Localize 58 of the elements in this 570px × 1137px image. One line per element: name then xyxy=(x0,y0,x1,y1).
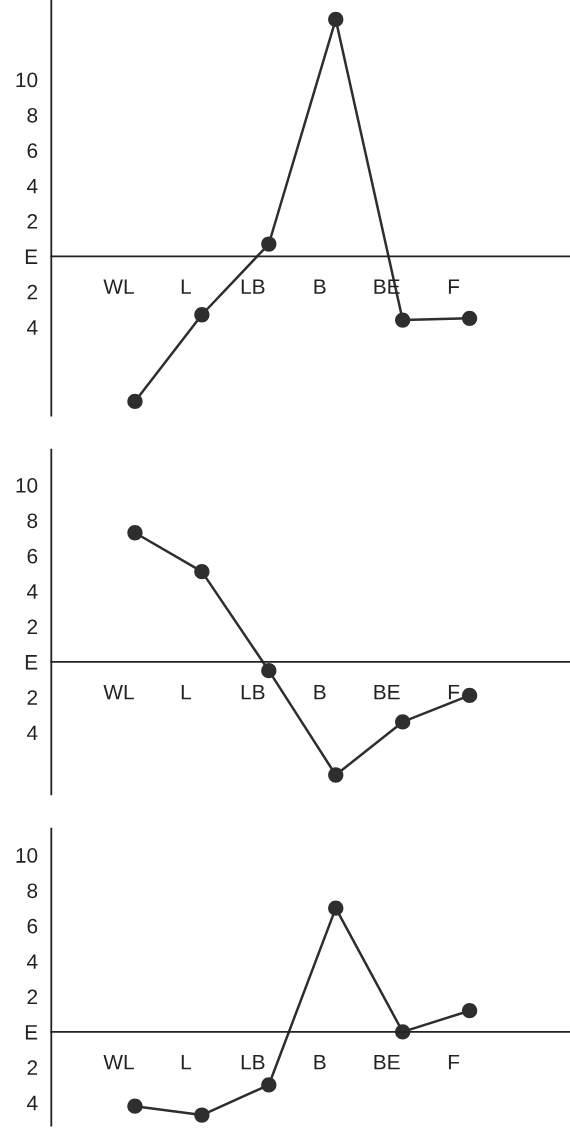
x-tick-label: F xyxy=(448,1054,460,1070)
x-tick-label: L xyxy=(181,1054,191,1070)
y-tick-label: 10 xyxy=(16,478,38,493)
x-tick-label: BE xyxy=(374,1054,400,1070)
x-tick-label: LB xyxy=(241,279,265,294)
y-tick-label: 2 xyxy=(27,1060,38,1075)
point xyxy=(127,393,143,410)
x-tick-label: BE xyxy=(374,684,400,700)
x-tick-label: WL xyxy=(103,279,134,294)
point xyxy=(194,1107,210,1123)
y-tick-label: 6 xyxy=(27,143,38,159)
point xyxy=(194,307,210,323)
x-tick-label: LB xyxy=(241,1054,265,1070)
y-tick-label: E xyxy=(25,249,38,264)
y-tick-label: 2 xyxy=(27,619,38,635)
y-tick-label: 8 xyxy=(27,107,38,123)
x-tick-label: F xyxy=(448,279,460,294)
y-tick-label: 4 xyxy=(27,178,38,194)
x-tick-label: B xyxy=(314,279,326,294)
point xyxy=(461,1003,478,1019)
point xyxy=(127,1098,143,1114)
y-tick-label: 2 xyxy=(27,214,38,229)
x-tick-label: B xyxy=(314,684,326,700)
x-tick-label: WL xyxy=(103,1054,134,1070)
x-tick-label: L xyxy=(181,684,191,700)
point xyxy=(261,236,277,252)
point xyxy=(328,900,344,916)
y-tick-label: 4 xyxy=(27,1095,38,1111)
x-tick-label: B xyxy=(314,1054,326,1070)
y-tick-label: 8 xyxy=(27,513,38,529)
x-tick-label: F xyxy=(448,684,460,700)
y-tick-label: 4 xyxy=(27,320,38,335)
x-tick-label: L xyxy=(181,279,191,294)
y-tick-label: 6 xyxy=(27,548,38,564)
y-tick-label: 4 xyxy=(27,954,38,969)
point xyxy=(395,714,411,730)
point xyxy=(194,564,210,580)
y-tick-label: 6 xyxy=(27,918,38,934)
y-tick-label: 4 xyxy=(27,584,38,599)
y-tick-label: 4 xyxy=(27,725,38,741)
point xyxy=(461,687,478,704)
point xyxy=(328,11,344,28)
point xyxy=(127,525,143,541)
y-tick-label: E xyxy=(25,655,38,670)
point xyxy=(328,767,344,783)
point xyxy=(261,1077,277,1093)
point xyxy=(395,312,411,328)
y-tick-label: 10 xyxy=(16,848,38,863)
y-tick-label: 2 xyxy=(27,284,38,300)
y-tick-label: 10 xyxy=(16,72,38,88)
y-tick-label: 2 xyxy=(27,690,38,705)
point xyxy=(461,310,478,326)
point xyxy=(261,663,277,679)
y-tick-label: 2 xyxy=(27,989,38,1005)
x-tick-label: LB xyxy=(241,684,265,700)
y-tick-label: 8 xyxy=(27,883,38,899)
x-tick-label: WL xyxy=(103,684,134,700)
y-tick-label: E xyxy=(25,1025,38,1040)
